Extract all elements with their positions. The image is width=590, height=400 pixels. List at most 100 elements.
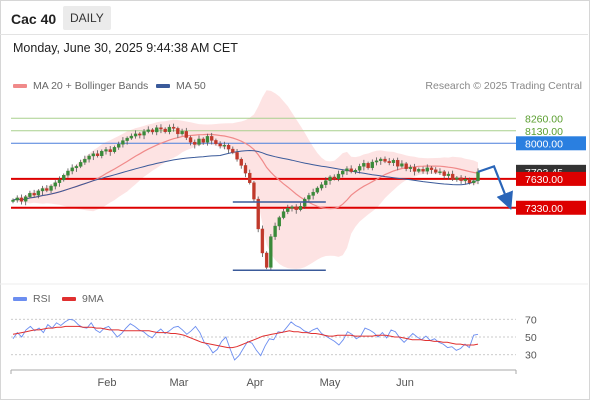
- candle-body: [260, 228, 265, 254]
- candle-body: [70, 167, 74, 172]
- candle-body: [95, 153, 100, 157]
- price-label-box: [516, 171, 586, 186]
- candle-body: [201, 138, 205, 143]
- candle-body: [155, 127, 159, 133]
- candle-body: [273, 225, 277, 237]
- timeframe-badge[interactable]: DAILY: [63, 6, 111, 30]
- price-label: 7630.00: [525, 174, 563, 186]
- candle-body: [429, 167, 434, 170]
- rsi-tick-label: 30: [525, 350, 537, 362]
- candle-body: [146, 129, 150, 132]
- candle-body: [472, 180, 476, 183]
- candle-body: [74, 166, 79, 169]
- ma50-line: [12, 149, 479, 201]
- price-label: 8260.00: [525, 113, 563, 125]
- candle-body: [264, 252, 269, 268]
- candle-body: [353, 170, 358, 172]
- bollinger-band: [13, 90, 478, 269]
- candle-body: [319, 184, 324, 189]
- candle-body: [167, 126, 172, 132]
- candle-body: [24, 196, 28, 202]
- time-axis: Feb Mar Apr May Jun: [10, 369, 517, 389]
- candle-body: [142, 131, 146, 136]
- candle-body: [108, 149, 112, 152]
- candle-body: [159, 127, 163, 130]
- candle-body: [87, 155, 91, 160]
- candle-body: [476, 171, 480, 182]
- candle-body: [19, 197, 24, 202]
- candle-body: [117, 144, 121, 148]
- candle-body: [239, 158, 243, 166]
- candle-body: [205, 136, 210, 143]
- candle-body: [112, 147, 117, 152]
- candle-body: [133, 133, 138, 137]
- legend-rsi-label: RSI: [33, 293, 51, 305]
- candle-body: [286, 208, 290, 212]
- legend-ma50: MA 50: [156, 80, 206, 92]
- candle-body: [298, 206, 303, 210]
- candle-body: [83, 158, 87, 163]
- time-axis-label: Mar: [170, 377, 189, 389]
- candle-body: [45, 188, 49, 191]
- header-divider: [0, 34, 588, 35]
- candle-body: [210, 136, 214, 141]
- copyright: Research © 2025 Trading Central: [425, 80, 582, 92]
- candle-body: [104, 149, 108, 152]
- price-label-box: [516, 136, 586, 151]
- rsi-line: [12, 318, 479, 361]
- price-level-layer: [11, 117, 516, 209]
- price-label: 8130.00: [525, 126, 563, 138]
- candle-body: [91, 153, 95, 157]
- candle-body: [311, 191, 315, 196]
- candle-body: [387, 161, 391, 163]
- candle-body: [396, 160, 400, 167]
- candle-body: [408, 167, 413, 169]
- candle-body: [362, 163, 366, 167]
- candle-body: [366, 163, 370, 169]
- candle-body: [438, 171, 442, 173]
- candle-body: [412, 167, 417, 172]
- rsi-tick-label: 50: [525, 332, 537, 344]
- legend-rsi: RSI: [13, 293, 51, 305]
- rsi-swatch: [13, 297, 27, 302]
- candle-body: [222, 145, 227, 147]
- moving-average-layer: [12, 133, 479, 210]
- candle-body: [214, 140, 218, 144]
- candle-body: [374, 160, 379, 163]
- time-axis-label: Jun: [396, 377, 414, 389]
- price-label: 8000.00: [525, 138, 563, 150]
- candle-body: [188, 137, 193, 143]
- candle-body: [218, 143, 222, 147]
- candle-body: [341, 170, 345, 175]
- candle-body: [379, 158, 383, 162]
- candle-body: [450, 173, 455, 180]
- candle-body: [345, 168, 349, 172]
- candle-body: [36, 190, 41, 196]
- candle-body: [163, 128, 167, 132]
- candle-body: [383, 158, 387, 162]
- candle-body: [193, 141, 197, 145]
- candle-body: [400, 163, 404, 167]
- candle-body: [49, 185, 53, 191]
- candle-body: [78, 162, 83, 167]
- header: Cac 40 DAILY: [0, 0, 588, 34]
- candle-body: [391, 160, 396, 163]
- candle-body: [463, 179, 467, 181]
- price-label-box: [516, 200, 586, 215]
- candle-body: [336, 173, 341, 179]
- candle-body: [184, 131, 188, 138]
- rsi-tick-label: 70: [525, 314, 537, 326]
- instrument-title: Cac 40: [11, 11, 57, 27]
- candle-body: [231, 148, 235, 153]
- candle-body: [442, 171, 446, 176]
- candle-body: [121, 140, 125, 145]
- candle-body: [357, 166, 362, 171]
- candle-body: [53, 182, 57, 187]
- legend-ma20: MA 20 + Bollinger Bands: [13, 80, 148, 92]
- ma9-swatch: [62, 297, 76, 302]
- rsi-ma-line: [12, 325, 479, 349]
- candle-body: [332, 176, 336, 179]
- annotation-layer: [232, 165, 513, 272]
- candle-body: [129, 135, 134, 139]
